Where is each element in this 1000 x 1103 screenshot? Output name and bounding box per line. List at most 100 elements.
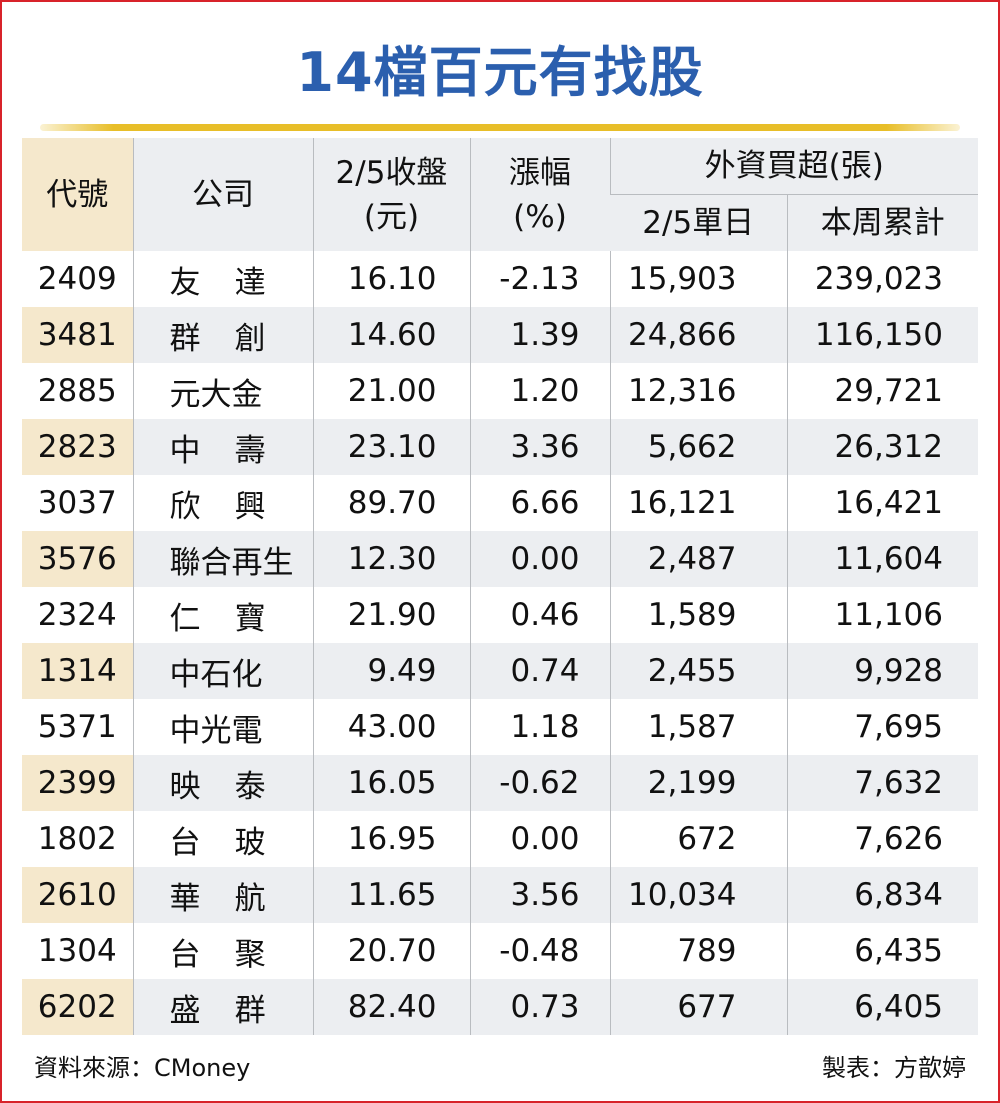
change-cell: 1.18: [469, 699, 610, 755]
table-row: 1314 中石化 9.49 0.74 2,455 9,928: [22, 643, 979, 699]
code-cell: 2885: [37, 373, 117, 409]
daily-cell: 10,034: [609, 867, 787, 923]
weekly-cell: 16,421: [786, 475, 979, 531]
daily-cell: 2,199: [609, 755, 787, 811]
weekly-cell: 116,150: [786, 307, 979, 363]
code-cell: 3576: [22, 531, 133, 587]
code-cell: 5371: [37, 709, 117, 745]
company-cell: 映泰: [132, 755, 313, 811]
weekly-cell: 7,632: [786, 755, 979, 811]
weekly-cell: 6,405: [786, 979, 979, 1035]
change-cell: 0.74: [469, 643, 610, 699]
close-cell: 23.10: [312, 419, 470, 475]
company-cell: 中壽: [132, 419, 313, 475]
weekly-cell: 11,604: [786, 531, 979, 587]
table-row: 6202 盛群 82.40 0.73 677 6,405: [22, 979, 979, 1035]
company-cell: 仁寶: [132, 587, 313, 643]
author: 製表：方歆婷: [822, 1054, 966, 1082]
code-cell: 3037: [37, 485, 117, 521]
company-cell: 華航: [132, 867, 313, 923]
stock-table: 代號 公司 2/5收盤 (元) 漲幅 (%) 外資買超(張) 2/5單日 本周累計 …: [22, 138, 979, 1035]
daily-cell: 15,903: [609, 251, 787, 307]
daily-cell: 1,589: [609, 587, 787, 643]
close-cell: 20.70: [312, 923, 470, 979]
table-row: 3037 欣興 89.70 6.66 16,121 16,421: [22, 475, 979, 531]
weekly-cell: 9,928: [786, 643, 979, 699]
weekly-cell: 6,435: [786, 923, 979, 979]
company-cell: 元大金: [132, 363, 313, 419]
weekly-cell: 26,312: [786, 419, 979, 475]
header-line: 漲幅: [509, 154, 571, 191]
daily-cell: 2,455: [609, 643, 787, 699]
weekly-cell: 239,023: [786, 251, 979, 307]
table-row: 3576 聯合再生 12.30 0.00 2,487 11,604: [22, 531, 979, 587]
code-cell: 6202: [22, 979, 133, 1035]
code-cell: 1802: [37, 821, 117, 857]
change-cell: -0.48: [469, 923, 610, 979]
weekly-cell: 29,721: [786, 363, 979, 419]
header-line: (%): [513, 198, 567, 235]
company-cell: 聯合再生: [132, 531, 313, 587]
daily-cell: 1,587: [609, 699, 787, 755]
table-row: 1802 台玻 16.95 0.00 672 7,626: [22, 811, 979, 867]
weekly-cell: 6,834: [786, 867, 979, 923]
table-row: 3481 群創 14.60 1.39 24,866 116,150: [22, 307, 979, 363]
code-cell: 3481: [22, 307, 133, 363]
company-cell: 盛群: [132, 979, 313, 1035]
company-cell: 群創: [132, 307, 313, 363]
table-row: 2399 映泰 16.05 -0.62 2,199 7,632: [22, 755, 979, 811]
code-cell: 2324: [37, 597, 117, 633]
daily-cell: 24,866: [609, 307, 787, 363]
weekly-cell: 11,106: [786, 587, 979, 643]
header-cell: 本周累計: [786, 194, 979, 251]
company-cell: 友達: [132, 251, 313, 307]
code-cell: 2409: [37, 261, 117, 297]
daily-cell: 672: [609, 811, 787, 867]
close-cell: 16.95: [312, 811, 470, 867]
header-line: 2/5收盤: [335, 154, 448, 191]
change-cell: 3.36: [469, 419, 610, 475]
code-cell: 1314: [22, 643, 133, 699]
weekly-cell: 7,626: [786, 811, 979, 867]
company-cell: 台玻: [132, 811, 313, 867]
change-cell: 6.66: [469, 475, 610, 531]
change-cell: 1.20: [469, 363, 610, 419]
change-cell: 1.39: [469, 307, 610, 363]
header-cell: 漲幅 (%): [469, 138, 610, 251]
header-cell: 公司: [132, 138, 313, 251]
close-cell: 14.60: [312, 307, 470, 363]
code-cell: 2399: [22, 755, 133, 811]
table-row: 5371 中光電 43.00 1.18 1,587 7,695: [22, 699, 979, 755]
daily-cell: 789: [609, 923, 787, 979]
daily-cell: 2,487: [609, 531, 787, 587]
source: 資料來源：CMoney: [34, 1054, 251, 1082]
company-cell: 中石化: [132, 643, 313, 699]
title: 14檔百元有找股: [296, 41, 704, 104]
close-cell: 9.49: [312, 643, 470, 699]
change-cell: -0.62: [469, 755, 610, 811]
change-cell: 3.56: [469, 867, 610, 923]
change-cell: 0.00: [469, 811, 610, 867]
close-cell: 21.90: [312, 587, 470, 643]
header-line: (元): [363, 198, 420, 235]
close-cell: 89.70: [312, 475, 470, 531]
daily-cell: 12,316: [609, 363, 787, 419]
code-cell: 1304: [37, 933, 117, 969]
company-cell: 中光電: [132, 699, 313, 755]
change-cell: 0.73: [469, 979, 610, 1035]
weekly-cell: 7,695: [786, 699, 979, 755]
table-row: 1304 台聚 20.70 -0.48 789 6,435: [22, 923, 979, 979]
company-cell: 欣興: [132, 475, 313, 531]
table-row: 2324 仁寶 21.90 0.46 1,589 11,106: [22, 587, 979, 643]
company-cell: 台聚: [132, 923, 313, 979]
header-cell: 外資買超(張): [609, 138, 979, 195]
daily-cell: 677: [609, 979, 787, 1035]
change-cell: 0.46: [469, 587, 610, 643]
header-cell: 2/5單日: [610, 194, 787, 251]
header-cell: 2/5收盤 (元): [312, 138, 470, 251]
table-row: 2885 元大金 21.00 1.20 12,316 29,721: [22, 363, 979, 419]
table-row: 2409 友達 16.10 -2.13 15,903 239,023: [22, 251, 979, 307]
daily-cell: 16,121: [609, 475, 787, 531]
table-row: 2823 中壽 23.10 3.36 5,662 26,312: [22, 419, 979, 475]
